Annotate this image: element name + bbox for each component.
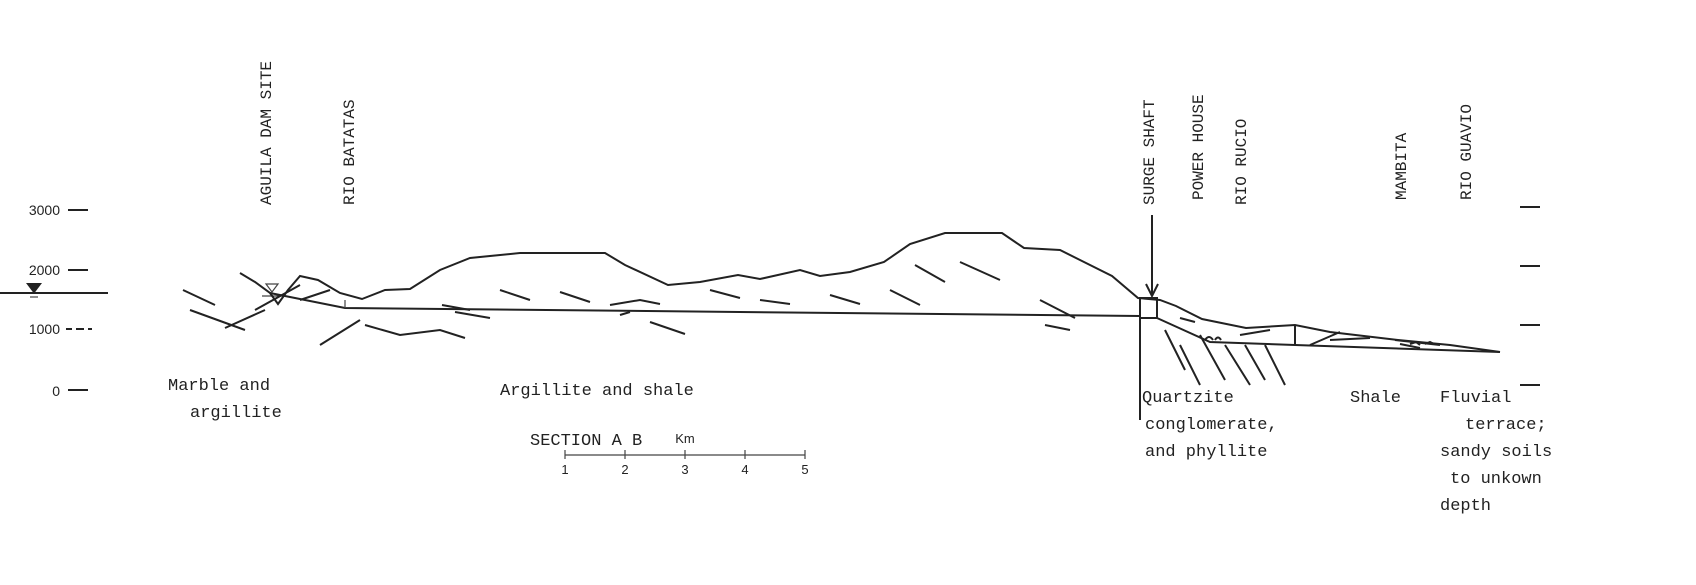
surge-shaft: [1140, 298, 1157, 318]
rock-label: terrace;: [1465, 416, 1547, 435]
scale-label: 2: [621, 462, 628, 477]
feature-label: MAMBITA: [1393, 132, 1411, 200]
elevation-label: 2000: [29, 262, 60, 278]
rock-label: to unkown: [1450, 470, 1542, 489]
feature-label: SURGE SHAFT: [1141, 99, 1159, 205]
feature-label: RIO BATATAS: [341, 99, 359, 205]
feature-label: RIO RUCIO: [1233, 119, 1251, 205]
rock-label: depth: [1440, 497, 1491, 516]
scale-label: 3: [681, 462, 688, 477]
contact-line: [1157, 318, 1500, 352]
scale-bar: [565, 450, 805, 459]
rock-label: conglomerate,: [1145, 416, 1278, 435]
ground-profile: [240, 233, 1500, 352]
scale-label: 1: [561, 462, 568, 477]
feature-label: RIO GUAVIO: [1458, 104, 1476, 200]
feature-label: AGUILA DAM SITE: [258, 61, 276, 205]
rock-label: Argillite and shale: [500, 382, 694, 401]
scale-label: 4: [741, 462, 748, 477]
section-title: SECTION A B: [530, 432, 642, 451]
axis-ticks: [66, 207, 1540, 390]
elevation-label: 1000: [29, 321, 60, 337]
rock-label: argillite: [190, 404, 282, 423]
rock-label: and phyllite: [1145, 443, 1267, 462]
feature-label: POWER HOUSE: [1190, 94, 1208, 200]
rock-label: Marble and: [168, 377, 270, 396]
hatching: [183, 262, 1440, 385]
rock-label: Fluvial: [1440, 389, 1511, 408]
cross-section: AGUILA DAM SITE RIO BATATAS SURGE SHAFT …: [0, 0, 1696, 585]
scale-label: 5: [801, 462, 808, 477]
rock-label: Quartzite: [1142, 389, 1234, 408]
rock-label: Shale: [1350, 389, 1401, 408]
rock-label: sandy soils: [1440, 443, 1552, 462]
elevation-label: 3000: [29, 202, 60, 218]
elevation-label: 0: [52, 383, 60, 399]
scale-unit: Km: [675, 431, 695, 446]
tunnel-line: [270, 293, 1140, 316]
water-level: [0, 284, 284, 297]
